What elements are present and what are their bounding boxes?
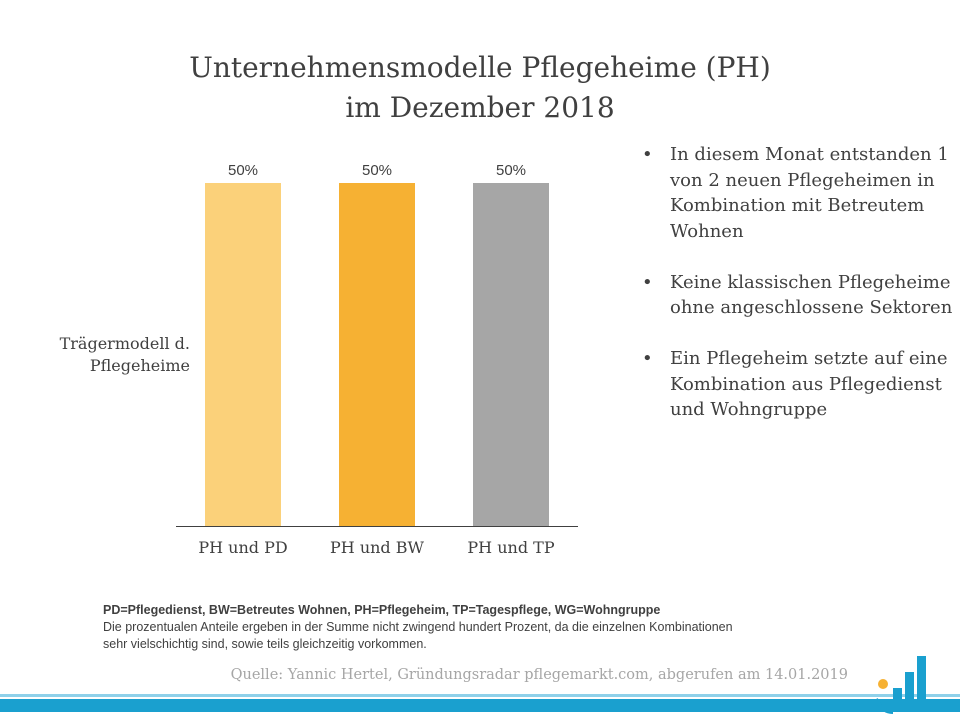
x-tick-label-1: PH und PD [198,538,287,557]
y-axis-label-line-2: Pflegeheime [89,356,190,375]
x-tick-label-3: PH und TP [467,538,554,557]
y-axis-label-line-1: Trägermodell d. [59,334,190,353]
footnotes: PD=Pflegedienst, BW=Betreutes Wohnen, PH… [103,602,883,653]
footer-band-dark [0,699,960,712]
source-citation: Quelle: Yannic Hertel, Gründungsradar pf… [230,667,848,683]
logo-bar-3 [917,656,926,712]
chart-title: Unternehmensmodelle Pflegeheime (PH) im … [0,48,960,128]
data-label-1: 50% [228,162,258,179]
logo-bar-1 [893,688,902,712]
bullet-item: In diesem Monat entstanden 1 von 2 neuen… [640,142,958,244]
logo-dot [878,679,888,689]
bullet-item: Ein Pflegeheim setzte auf eine Kombinati… [640,346,958,423]
data-label-3: 50% [496,162,526,179]
abbreviations-note: PD=Pflegedienst, BW=Betreutes Wohnen, PH… [103,603,661,617]
data-label-2: 50% [362,162,392,179]
percentage-note-line-2: sehr vielschichtig sind, sowie teils gle… [103,637,427,651]
bar-1 [205,183,281,526]
bullet-list: In diesem Monat entstanden 1 von 2 neuen… [640,142,958,448]
chart-title-line-2: im Dezember 2018 [345,91,615,124]
bullet-item: Keine klassischen Pflegeheime ohne anges… [640,270,958,321]
logo-bar-2 [905,672,914,712]
percentage-note-line-1: Die prozentualen Anteile ergeben in der … [103,620,733,634]
bar-2 [339,183,415,526]
y-axis-label: Trägermodell d. Pflegeheime [30,333,190,377]
footer-band-light [0,694,960,697]
x-tick-label-2: PH und BW [330,538,425,557]
bar-3 [473,183,549,526]
logo-arc [874,698,894,714]
chart-title-line-1: Unternehmensmodelle Pflegeheime (PH) [189,51,771,84]
